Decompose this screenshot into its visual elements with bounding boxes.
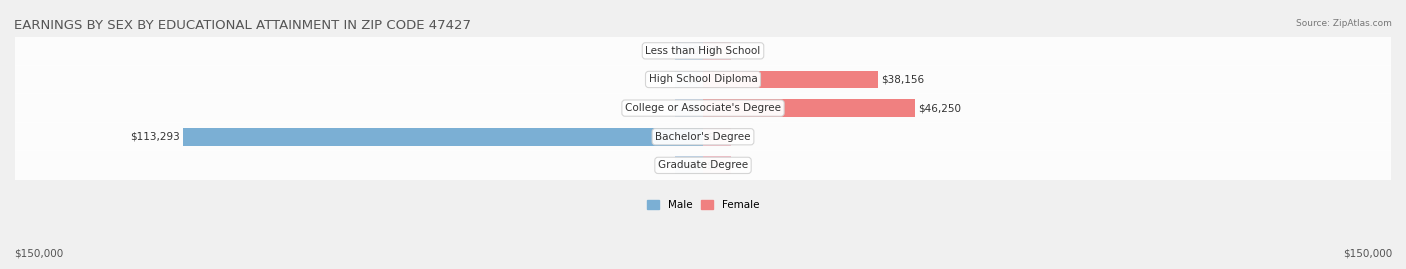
Text: Less than High School: Less than High School [645, 46, 761, 56]
Text: College or Associate's Degree: College or Associate's Degree [626, 103, 780, 113]
Bar [675, 157, 703, 174]
Bar [183, 128, 703, 146]
Text: Bachelor's Degree: Bachelor's Degree [655, 132, 751, 142]
FancyBboxPatch shape [15, 65, 1391, 94]
Text: Source: ZipAtlas.com: Source: ZipAtlas.com [1296, 19, 1392, 28]
Bar [675, 99, 703, 117]
FancyBboxPatch shape [15, 151, 1391, 180]
Text: $113,293: $113,293 [131, 132, 180, 142]
Text: EARNINGS BY SEX BY EDUCATIONAL ATTAINMENT IN ZIP CODE 47427: EARNINGS BY SEX BY EDUCATIONAL ATTAINMEN… [14, 19, 471, 32]
Bar [703, 99, 915, 117]
FancyBboxPatch shape [15, 36, 1391, 65]
FancyBboxPatch shape [15, 122, 1391, 151]
Text: $150,000: $150,000 [1343, 248, 1392, 258]
Text: $0: $0 [706, 46, 720, 56]
Bar [703, 157, 731, 174]
Bar [703, 42, 731, 60]
Bar [703, 70, 877, 88]
Bar [675, 42, 703, 60]
Text: Graduate Degree: Graduate Degree [658, 160, 748, 170]
Text: High School Diploma: High School Diploma [648, 75, 758, 84]
Text: $150,000: $150,000 [14, 248, 63, 258]
Text: $0: $0 [686, 75, 700, 84]
Bar [675, 70, 703, 88]
Text: $0: $0 [706, 132, 720, 142]
Text: $46,250: $46,250 [918, 103, 962, 113]
Text: $0: $0 [686, 46, 700, 56]
Bar [703, 128, 731, 146]
Text: $0: $0 [686, 160, 700, 170]
Text: $0: $0 [706, 160, 720, 170]
Text: $0: $0 [686, 103, 700, 113]
Legend: Male, Female: Male, Female [643, 196, 763, 215]
FancyBboxPatch shape [15, 94, 1391, 123]
Text: $38,156: $38,156 [882, 75, 925, 84]
